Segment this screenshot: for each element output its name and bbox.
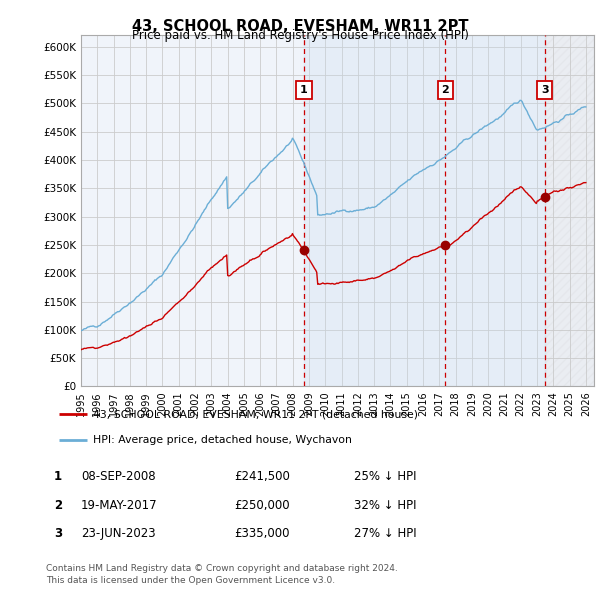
Text: 25% ↓ HPI: 25% ↓ HPI xyxy=(354,470,416,483)
Text: 08-SEP-2008: 08-SEP-2008 xyxy=(81,470,155,483)
Text: £250,000: £250,000 xyxy=(234,499,290,512)
Bar xyxy=(545,35,594,386)
Bar xyxy=(304,35,545,386)
Text: 2: 2 xyxy=(442,85,449,95)
Text: £241,500: £241,500 xyxy=(234,470,290,483)
Text: £335,000: £335,000 xyxy=(234,527,290,540)
Text: 23-JUN-2023: 23-JUN-2023 xyxy=(81,527,155,540)
Text: 2: 2 xyxy=(54,499,62,512)
Text: 1: 1 xyxy=(54,470,62,483)
Text: 32% ↓ HPI: 32% ↓ HPI xyxy=(354,499,416,512)
Text: Price paid vs. HM Land Registry's House Price Index (HPI): Price paid vs. HM Land Registry's House … xyxy=(131,30,469,42)
Text: 43, SCHOOL ROAD, EVESHAM, WR11 2PT: 43, SCHOOL ROAD, EVESHAM, WR11 2PT xyxy=(132,19,468,34)
Text: 3: 3 xyxy=(54,527,62,540)
Text: 27% ↓ HPI: 27% ↓ HPI xyxy=(354,527,416,540)
Text: 1: 1 xyxy=(300,85,308,95)
Text: 19-MAY-2017: 19-MAY-2017 xyxy=(81,499,158,512)
Text: HPI: Average price, detached house, Wychavon: HPI: Average price, detached house, Wych… xyxy=(94,435,352,444)
Text: 43, SCHOOL ROAD, EVESHAM, WR11 2PT (detached house): 43, SCHOOL ROAD, EVESHAM, WR11 2PT (deta… xyxy=(94,409,418,419)
Text: Contains HM Land Registry data © Crown copyright and database right 2024.
This d: Contains HM Land Registry data © Crown c… xyxy=(46,565,398,585)
Text: 3: 3 xyxy=(541,85,548,95)
